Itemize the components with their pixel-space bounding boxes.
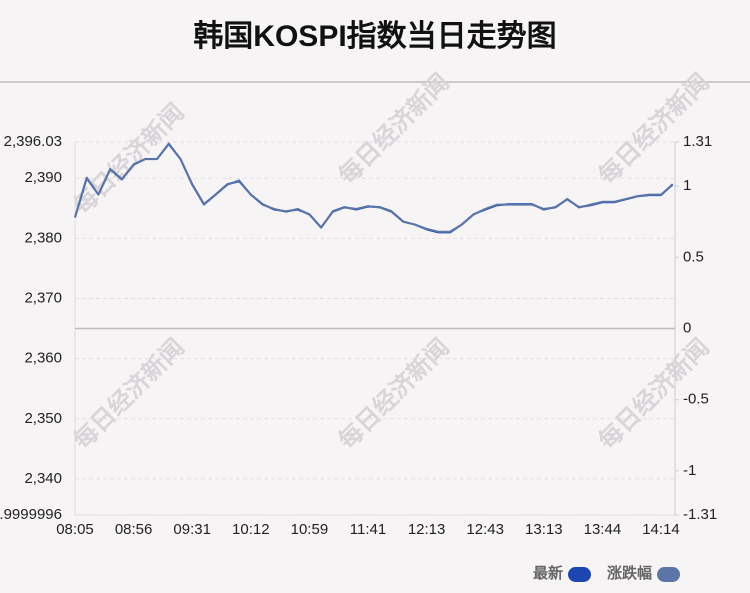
x-tick-label: 10:12: [232, 521, 270, 538]
y-tick-label: 2,390: [24, 169, 62, 186]
y-tick-label: 2,396.03: [4, 133, 62, 150]
x-tick-label: 11:41: [350, 521, 386, 538]
x-tick-label: 12:13: [408, 521, 446, 538]
y-tick-label: 2,360: [24, 350, 62, 367]
legend-swatch: [568, 567, 592, 582]
x-tick-label: 09:31: [173, 521, 211, 538]
y-tick-label: 2,380: [24, 229, 62, 246]
legend-swatch: [657, 567, 681, 582]
x-tick-label: 08:56: [115, 521, 153, 538]
line-series: [74, 142, 674, 233]
legend-label: 涨跌幅: [607, 564, 652, 582]
y2-tick-label: 0: [683, 319, 691, 336]
x-tick-label: 13:44: [584, 521, 622, 538]
legend-label: 最新: [533, 564, 563, 582]
x-tick-label: 10:59: [291, 521, 329, 538]
x-tick-label: 08:05: [56, 521, 94, 538]
y-tick-label: 2,340: [24, 470, 62, 487]
y2-tick-label: 1: [683, 177, 691, 194]
y2-tick-label: 0.5: [683, 248, 704, 265]
y-tick-label: 2,370: [24, 289, 62, 306]
x-tick-label: 12:43: [466, 521, 504, 538]
chart-title: 韩国KOSPI指数当日走势图: [193, 20, 556, 53]
y2-tick-label: -1.31: [683, 506, 717, 523]
y-tick-label: 2,350: [24, 410, 62, 427]
x-tick-label: 13:13: [525, 521, 563, 538]
x-tick-label: 14:14: [642, 521, 680, 538]
y2-tick-label: -1: [683, 462, 696, 479]
y2-tick-label: 1.31: [683, 133, 712, 150]
y-tick-label: 2,333.9999996: [0, 506, 62, 523]
y2-tick-label: -0.5: [683, 391, 709, 408]
